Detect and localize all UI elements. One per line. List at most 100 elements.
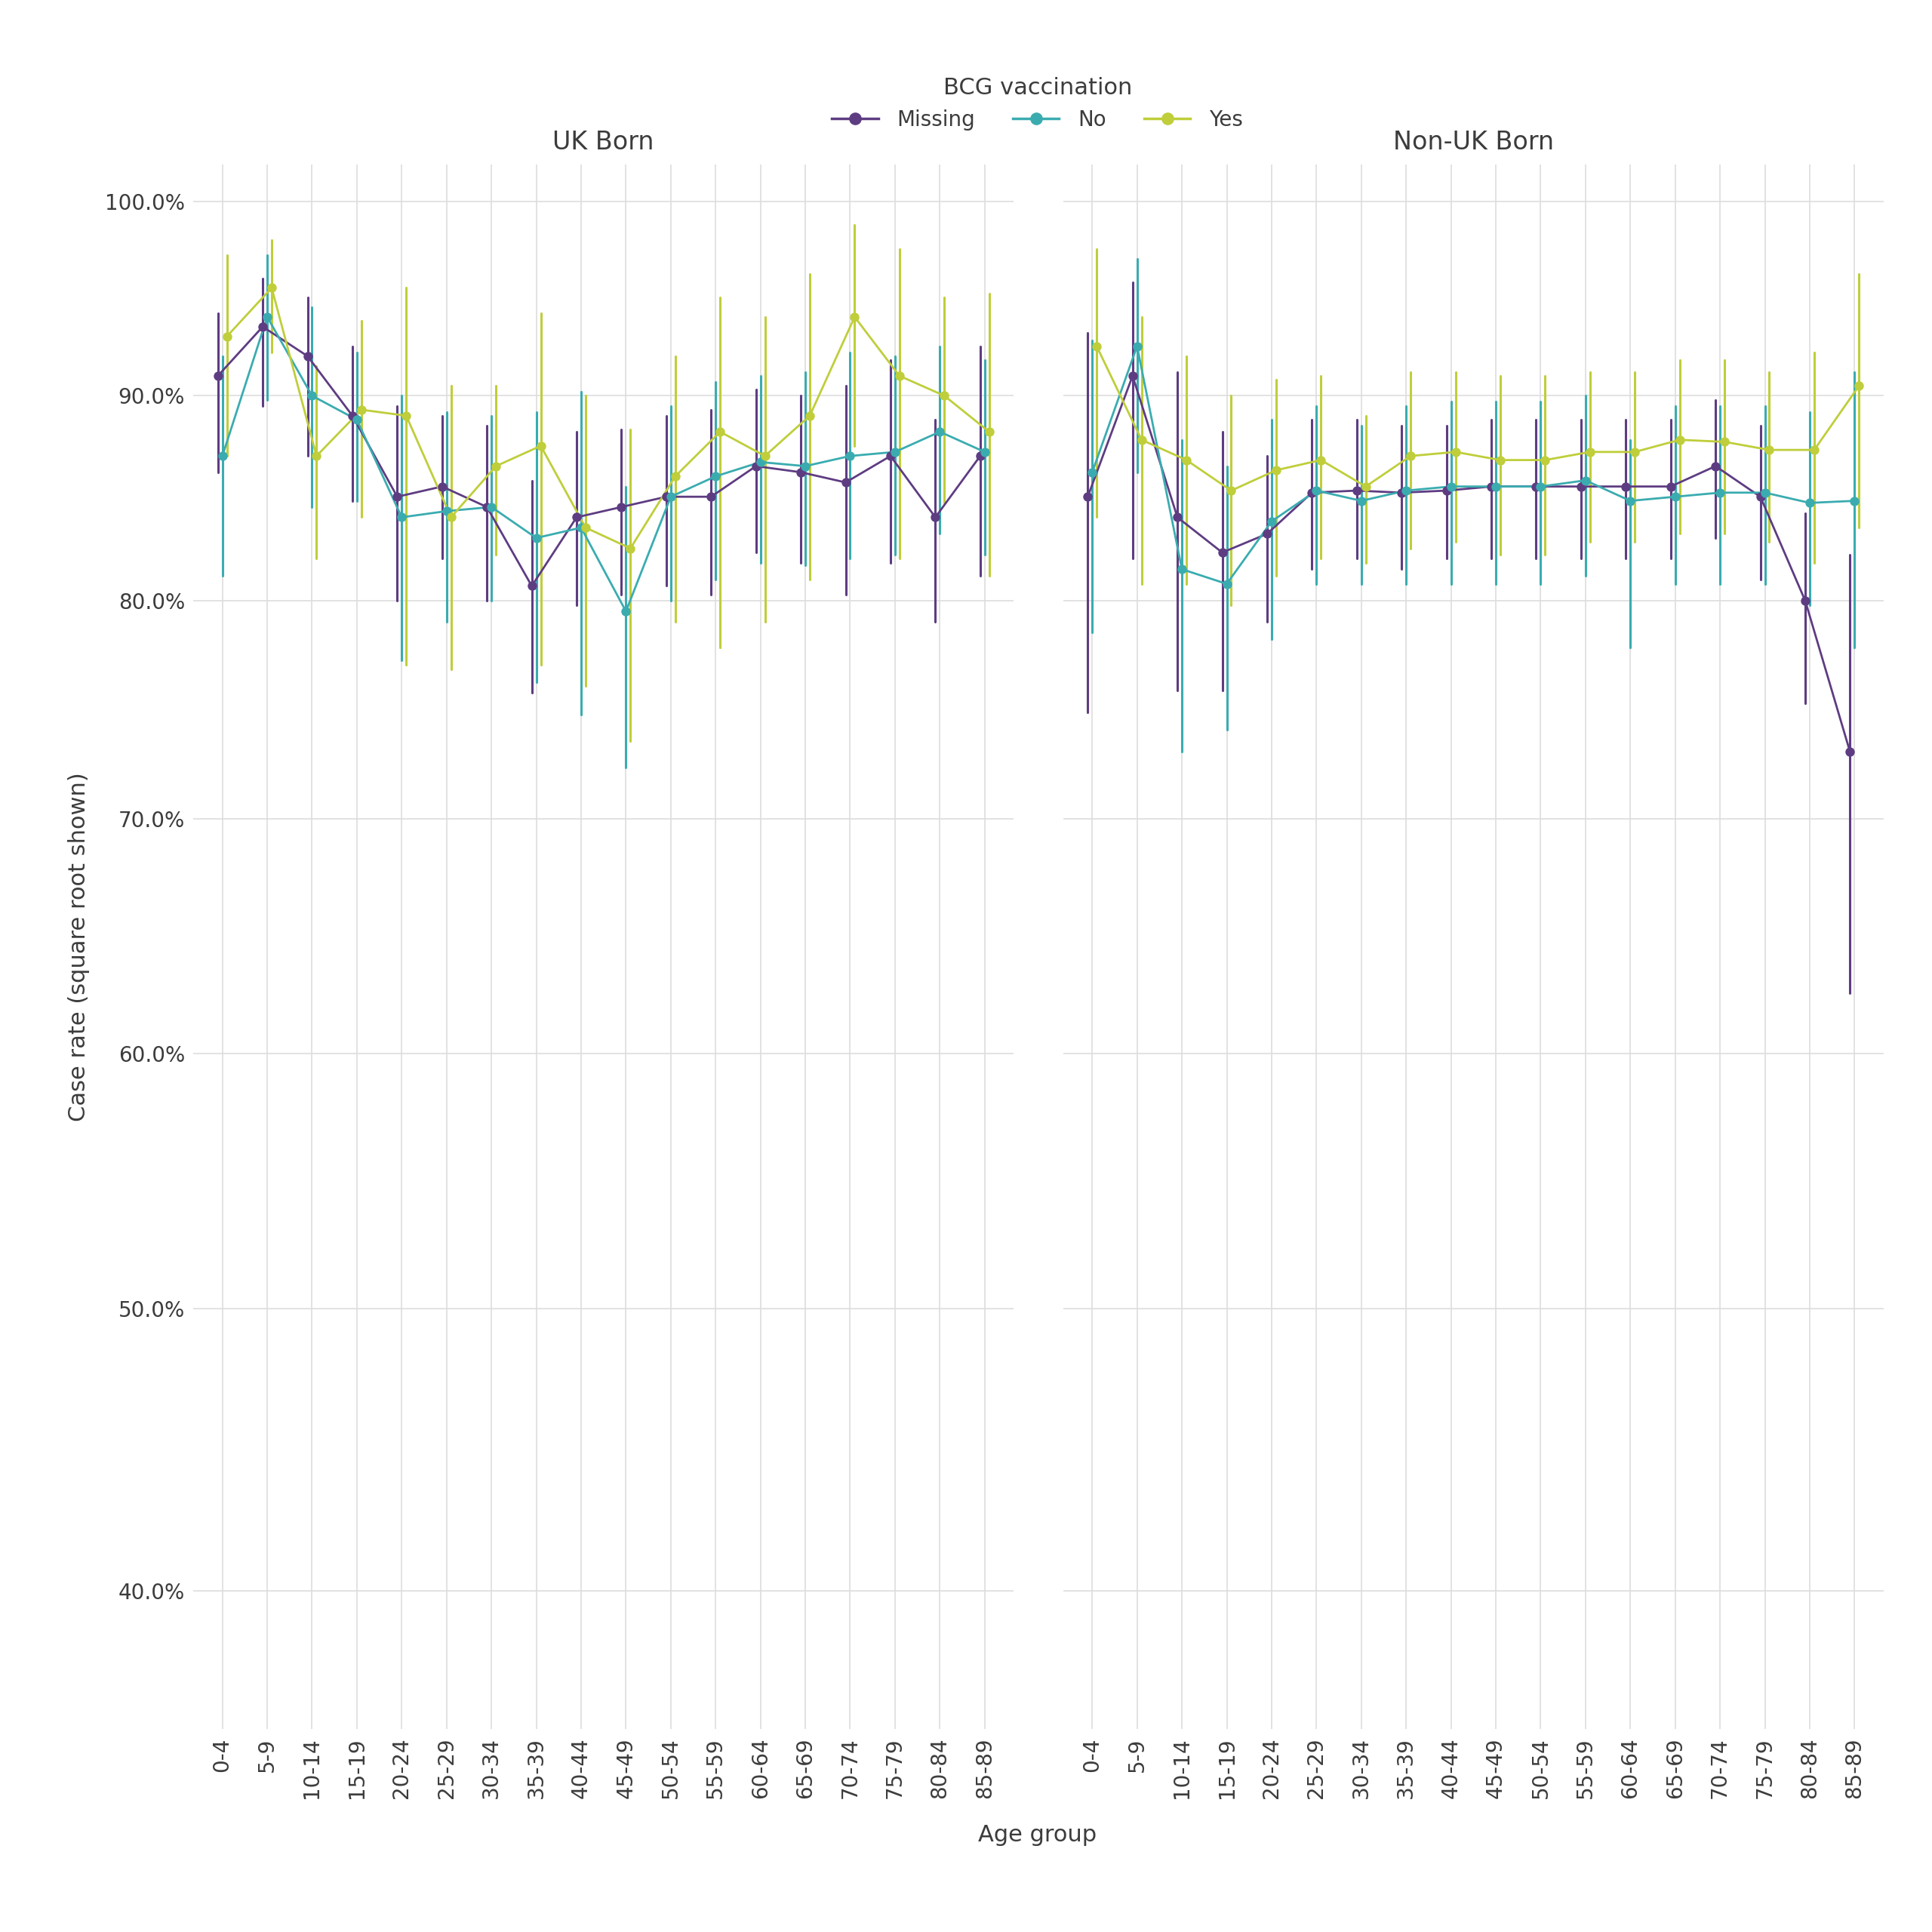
Point [696, 481, 726, 512]
Point [336, 400, 367, 431]
Point [1350, 471, 1381, 502]
Point [1615, 485, 1646, 516]
Point [1215, 475, 1246, 506]
Point [1619, 437, 1650, 468]
Point [1524, 471, 1555, 502]
Point [964, 440, 995, 471]
Point [1122, 330, 1153, 361]
Point [1171, 444, 1202, 475]
Point [346, 394, 377, 425]
Point [475, 491, 506, 522]
Point [1117, 361, 1148, 392]
Point [1167, 554, 1198, 585]
Point [661, 462, 692, 493]
Point [247, 311, 278, 342]
Point [1432, 475, 1463, 506]
Point [1656, 471, 1687, 502]
Point [1575, 437, 1605, 468]
Y-axis label: Case rate (square root shown): Case rate (square root shown) [68, 773, 91, 1121]
Point [526, 431, 556, 462]
Point [1663, 425, 1694, 456]
Point [435, 502, 466, 533]
Point [1476, 471, 1507, 502]
Point [560, 502, 591, 533]
Point [1571, 466, 1602, 497]
Point [427, 471, 458, 502]
Legend: Missing, No, Yes: Missing, No, Yes [823, 68, 1252, 139]
Point [699, 462, 730, 493]
Point [386, 502, 417, 533]
Point [211, 321, 242, 352]
Point [516, 570, 547, 601]
Point [1835, 736, 1866, 767]
Point [1710, 427, 1741, 458]
Point [1385, 477, 1416, 508]
Point [1300, 475, 1331, 506]
Point [705, 415, 736, 446]
Point [251, 301, 282, 332]
Point [929, 381, 960, 412]
Point [614, 533, 645, 564]
Point [1754, 435, 1785, 466]
Point [1795, 487, 1826, 518]
Point [1748, 477, 1779, 508]
Point [970, 437, 1001, 468]
Point [607, 491, 638, 522]
Point [1530, 444, 1561, 475]
Point [885, 361, 916, 392]
Point [1843, 371, 1874, 402]
Point [740, 450, 771, 481]
Point [257, 272, 288, 303]
Title: UK Born: UK Born [553, 129, 655, 155]
Point [471, 491, 502, 522]
Point [1252, 518, 1283, 549]
Point [1391, 475, 1422, 506]
Point [1161, 502, 1192, 533]
Point [1565, 471, 1596, 502]
Point [1082, 330, 1113, 361]
Point [207, 440, 238, 471]
Point [786, 456, 817, 487]
Point [838, 301, 869, 332]
Point [835, 440, 866, 471]
Point [1486, 444, 1517, 475]
Point [1700, 450, 1731, 481]
Point [1296, 477, 1327, 508]
Point [1341, 475, 1372, 506]
Point [1211, 568, 1242, 599]
Point [750, 440, 781, 471]
Point [301, 440, 332, 471]
Point [1611, 471, 1642, 502]
Point [1126, 425, 1157, 456]
Point [1256, 506, 1287, 537]
Point [1839, 485, 1870, 516]
Point [790, 450, 821, 481]
Point [1745, 481, 1776, 512]
Point [794, 400, 825, 431]
Point [203, 361, 234, 392]
Point [522, 522, 553, 553]
Point [570, 512, 601, 543]
Point [651, 481, 682, 512]
Point [383, 481, 413, 512]
Point [298, 381, 328, 412]
Point [1072, 481, 1103, 512]
Point [431, 497, 462, 527]
Point [879, 437, 910, 468]
Point [875, 440, 906, 471]
Point [920, 502, 951, 533]
Point [390, 400, 421, 431]
Point [1789, 585, 1820, 616]
Point [611, 595, 641, 626]
Point [1306, 444, 1337, 475]
Point [1480, 471, 1511, 502]
Title: Non-UK Born: Non-UK Born [1393, 129, 1553, 155]
Point [831, 468, 862, 498]
Point [1520, 471, 1551, 502]
Point [974, 415, 1005, 446]
Point [1260, 454, 1291, 485]
Point [1799, 435, 1830, 466]
Point [923, 415, 954, 446]
Point [566, 512, 597, 543]
Point [342, 404, 373, 435]
